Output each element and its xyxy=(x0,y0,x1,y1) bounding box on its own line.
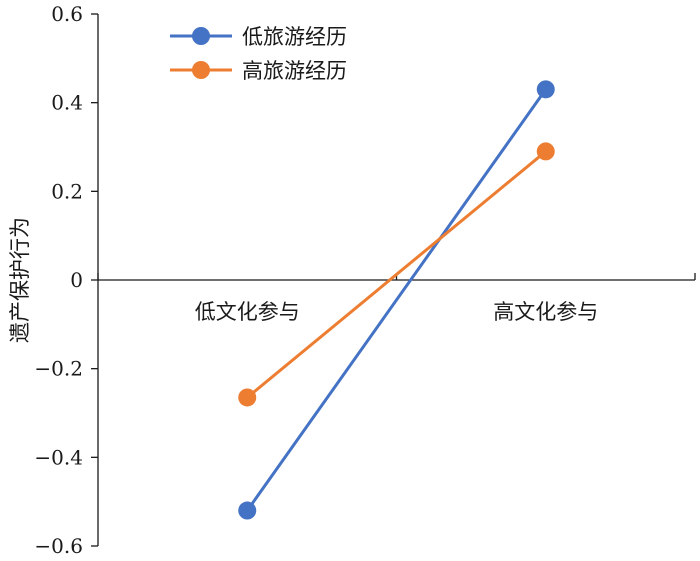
x-category-label: 高文化参与 xyxy=(493,300,598,324)
y-tick-label: 0 xyxy=(70,268,83,292)
data-point xyxy=(536,80,555,99)
data-point xyxy=(536,142,555,161)
series-layer xyxy=(238,80,555,520)
data-point xyxy=(238,388,257,407)
series-line-1 xyxy=(246,88,547,512)
legend-marker xyxy=(192,61,210,79)
y-tick-label: −0.4 xyxy=(34,445,83,469)
y-ticks: 0.6 0.4 0.2 0 −0.2 −0.4 −0.6 xyxy=(34,2,98,558)
legend-label: 低旅游经历 xyxy=(242,25,347,49)
y-tick-label: −0.6 xyxy=(34,534,83,558)
x-categories: 低文化参与 高文化参与 xyxy=(195,300,599,324)
legend-marker xyxy=(192,27,210,45)
y-axis-label: 遗产保护行为 xyxy=(8,217,32,343)
data-point xyxy=(238,501,257,520)
y-tick-label: −0.2 xyxy=(34,357,83,381)
y-tick-label: 0.4 xyxy=(51,91,83,115)
y-tick-label: 0.2 xyxy=(51,179,83,203)
y-tick-label: 0.6 xyxy=(51,2,83,26)
x-category-label: 低文化参与 xyxy=(195,300,300,324)
axes xyxy=(97,14,696,546)
series-line-2 xyxy=(246,150,547,399)
legend-label: 高旅游经历 xyxy=(242,59,347,83)
